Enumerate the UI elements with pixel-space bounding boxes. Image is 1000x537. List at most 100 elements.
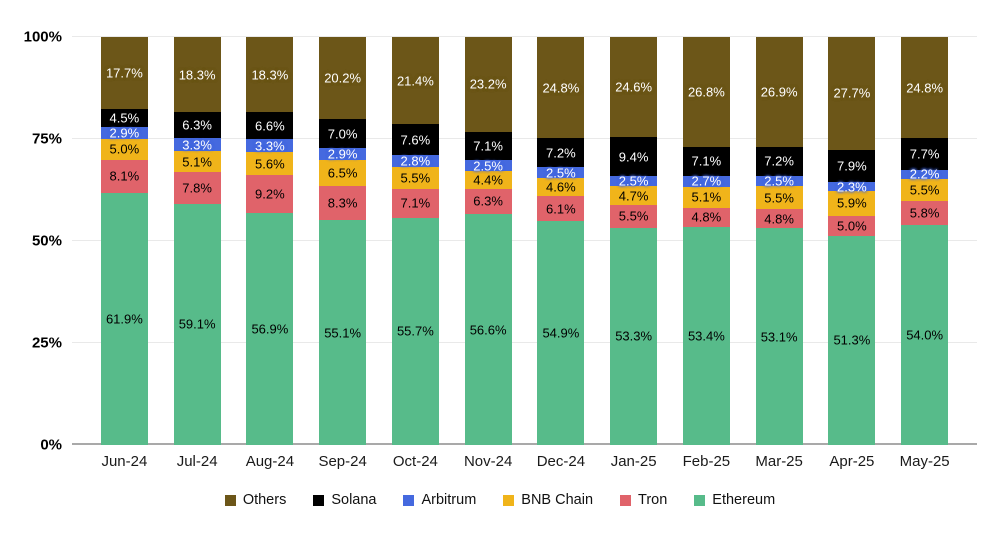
bar-segment-tron: 4.8% <box>682 207 730 228</box>
bar-segment-arbitrum: 3.3% <box>173 137 221 152</box>
bar-segment-ethereum: 56.9% <box>246 212 294 445</box>
bar-segment-solana: 7.0% <box>319 119 367 148</box>
stacked-bar-may-25: 54.0% 5.8% 5.5% 2.2% 7.7% 24.8% <box>901 37 949 445</box>
bar-segment-solana: 6.3% <box>173 112 221 138</box>
bar-segment-arbitrum: 2.9% <box>319 147 367 160</box>
segment-value-label: 2.2% <box>909 166 940 182</box>
segment-value-label: 5.0% <box>837 218 867 234</box>
bar-segment-ethereum: 55.1% <box>319 220 367 445</box>
bar-segment-others: 26.8% <box>682 37 730 147</box>
segment-value-label: 24.6% <box>615 79 653 95</box>
legend-swatch-solana <box>313 494 325 506</box>
segment-value-label: 5.5% <box>400 170 431 186</box>
segment-value-label: 7.2% <box>764 153 794 169</box>
bar-segment-bnb-chain: 4.7% <box>610 185 658 206</box>
stacked-bar-jul-24: 59.1% 7.8% 5.1% 3.3% 6.3% 18.3% <box>173 37 221 445</box>
segment-value-label: 17.7% <box>105 65 143 81</box>
segment-value-label: 20.2% <box>324 70 362 86</box>
legend-label: Arbitrum <box>421 492 477 508</box>
bar-slot-nov-24: 56.6% 6.3% 4.4% 2.5% 7.1% 23.2% <box>452 37 525 445</box>
legend-label: Tron <box>638 492 668 508</box>
bar-segment-bnb-chain: 5.1% <box>682 186 730 208</box>
segment-value-label: 24.8% <box>542 80 580 96</box>
x-axis-label-nov-24: Nov-24 <box>463 453 513 470</box>
segment-value-label: 7.6% <box>400 132 431 148</box>
legend-label: Solana <box>331 492 377 508</box>
bar-slot-feb-25: 53.4% 4.8% 5.1% 2.7% 7.1% 26.8% <box>670 37 743 445</box>
segment-value-label: 56.9% <box>251 321 289 337</box>
bar-segment-tron: 6.3% <box>464 188 512 215</box>
bar-segment-tron: 8.1% <box>100 159 148 193</box>
segment-value-label: 5.5% <box>909 182 940 198</box>
bar-segment-tron: 4.8% <box>755 208 803 229</box>
y-axis-tick-label: 25% <box>31 334 62 352</box>
legend-item-bnb-chain: BNB Chain <box>503 492 593 508</box>
segment-value-label: 3.3% <box>255 138 285 154</box>
bar-segment-bnb-chain: 5.5% <box>755 186 803 209</box>
bar-segment-others: 18.3% <box>246 37 294 113</box>
x-axis: Jun-24 Jul-24 Aug-24 Sep-24 Oct-24 Nov-24 Dec-… <box>88 453 961 470</box>
bar-slot-jun-24: 61.9% 8.1% 5.0% 2.9% 4.5% 17.7% <box>88 37 161 445</box>
bar-segment-solana: 7.1% <box>464 131 512 161</box>
bar-segment-solana: 7.2% <box>755 146 803 177</box>
segment-value-label: 4.6% <box>546 179 576 195</box>
legend-swatch-bnb-chain <box>503 494 515 506</box>
bar-segment-arbitrum: 2.5% <box>755 175 803 188</box>
stacked-bar-jan-25: 53.3% 5.5% 4.7% 2.5% 9.4% 24.6% <box>610 37 658 445</box>
bar-segment-arbitrum: 2.7% <box>682 175 730 188</box>
bar-segment-bnb-chain: 5.6% <box>246 152 294 176</box>
x-axis-label-aug-24: Aug-24 <box>245 453 295 470</box>
segment-value-label: 23.2% <box>469 76 507 92</box>
segment-value-label: 61.9% <box>105 311 143 327</box>
bar-segment-bnb-chain: 6.5% <box>319 159 367 187</box>
segment-value-label: 6.3% <box>473 193 503 209</box>
bar-segment-arbitrum: 2.8% <box>391 154 439 167</box>
stacked-bar-mar-25: 53.1% 4.8% 5.5% 2.5% 7.2% 26.9% <box>755 37 803 445</box>
bar-segment-arbitrum: 3.3% <box>246 139 294 153</box>
segment-value-label: 7.0% <box>327 126 358 142</box>
legend-label: BNB Chain <box>521 492 594 508</box>
segment-value-label: 24.8% <box>906 80 944 96</box>
bar-segment-arbitrum: 2.5% <box>537 166 585 179</box>
bar-slot-apr-25: 51.3% 5.0% 5.9% 2.3% 7.9% 27.7% <box>816 37 889 445</box>
bar-segment-arbitrum: 2.2% <box>901 168 949 181</box>
segment-value-label: 7.2% <box>546 145 576 161</box>
legend-item-ethereum: Ethereum <box>694 492 775 508</box>
bar-segment-others: 17.7% <box>100 37 148 110</box>
segment-value-label: 54.0% <box>906 327 944 343</box>
segment-value-label: 7.1% <box>473 138 503 154</box>
x-axis-label-jan-25: Jan-25 <box>610 453 657 470</box>
segment-value-label: 18.3% <box>251 67 289 83</box>
bar-segment-others: 26.9% <box>755 37 803 147</box>
bar-segment-ethereum: 54.0% <box>901 224 949 445</box>
segment-value-label: 5.9% <box>837 195 867 211</box>
legend-item-others: Others <box>224 492 286 508</box>
bar-segment-tron: 7.8% <box>173 172 221 204</box>
segment-value-label: 2.5% <box>764 173 794 189</box>
bar-segment-others: 21.4% <box>391 37 439 125</box>
segment-value-label: 7.9% <box>837 158 867 174</box>
bar-segment-solana: 7.7% <box>901 138 949 170</box>
bar-segment-ethereum: 51.3% <box>828 235 876 445</box>
bars-container: 61.9% 8.1% 5.0% 2.9% 4.5% 17.7% 59.1% 7.8% 5.1% 3… <box>88 37 961 445</box>
bar-slot-aug-24: 56.9% 9.2% 5.6% 3.3% 6.6% 18.3% <box>234 37 307 445</box>
bar-segment-ethereum: 53.3% <box>610 227 658 445</box>
segment-value-label: 8.3% <box>327 195 358 211</box>
bar-segment-tron: 5.8% <box>901 201 949 225</box>
segment-value-label: 5.6% <box>255 156 285 172</box>
segment-value-label: 26.9% <box>760 84 798 100</box>
bar-segment-others: 24.8% <box>901 37 949 139</box>
segment-value-label: 4.7% <box>618 188 649 204</box>
bar-segment-ethereum: 53.4% <box>682 227 730 445</box>
y-axis-tick-label: 100% <box>23 28 62 46</box>
legend-swatch-others <box>224 494 236 506</box>
segment-value-label: 6.3% <box>182 117 212 133</box>
segment-value-label: 5.1% <box>691 189 722 205</box>
bar-segment-others: 23.2% <box>464 37 512 132</box>
bar-segment-ethereum: 61.9% <box>100 192 148 445</box>
bar-slot-may-25: 54.0% 5.8% 5.5% 2.2% 7.7% 24.8% <box>888 37 961 445</box>
stacked-bar-sep-24: 55.1% 8.3% 6.5% 2.9% 7.0% 20.2% <box>319 37 367 445</box>
segment-value-label: 53.3% <box>615 328 653 344</box>
bar-slot-dec-24: 54.9% 6.1% 4.6% 2.5% 7.2% 24.8% <box>525 37 598 445</box>
